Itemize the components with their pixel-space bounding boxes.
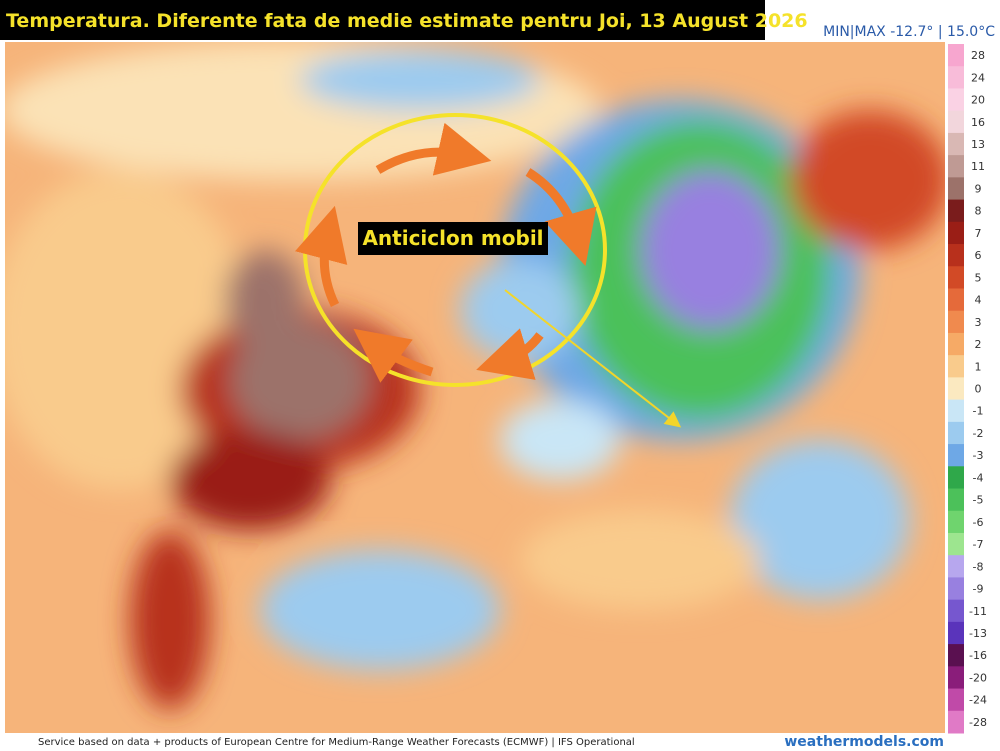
legend-label: -1 [973,405,984,418]
annotation-box [358,222,548,255]
legend-swatch [948,577,964,601]
title-box [0,0,765,40]
min-max: MIN|MAX -12.7° | 15.0°C [823,24,995,40]
legend-label: 0 [975,383,982,396]
legend-label: -24 [969,694,987,707]
annotation: Anticiclon mobil [362,226,543,250]
legend-swatch [948,244,964,267]
legend-swatch [948,666,964,690]
legend-label: 3 [975,316,982,329]
legend-swatch [948,155,964,178]
legend-label: -5 [973,494,984,507]
legend-label: -28 [969,716,987,729]
legend-label: -2 [973,427,984,440]
legend-label: -7 [973,538,984,551]
legend-swatch [948,177,964,201]
color-legend: 28 24 20 16 13 11 9 8 7 6 5 4 3 2 1 0 -1 -2 -3 -4 -5 -6 -7 -8 -9… [948,44,987,734]
legend-label: -20 [969,671,987,684]
legend-swatch [948,110,964,134]
legend-label: -9 [973,583,984,596]
legend-swatch [948,621,964,645]
legend-label: 20 [971,94,985,107]
legend-label: -13 [969,627,987,640]
legend-swatch [948,310,964,334]
legend-swatch [948,421,964,445]
legend-label: 1 [975,360,982,373]
legend-swatch [948,44,964,67]
legend-swatch [948,66,964,89]
rotation-arrows [295,122,597,383]
legend-label: 6 [975,249,982,262]
legend-swatch [948,266,964,289]
legend-label: 16 [971,116,985,129]
legend-label: 13 [971,138,985,151]
legend-swatch [948,466,964,490]
legend-swatch [948,444,964,467]
legend-swatch [948,288,964,312]
legend-swatch [948,688,964,712]
legend-swatch [948,355,964,378]
legend-swatch [948,510,964,534]
legend-label: 2 [975,338,982,351]
legend-label: -3 [973,449,984,462]
legend-label: 8 [975,205,982,218]
legend-label: -11 [969,605,987,618]
legend-label: 28 [971,49,985,62]
brand: weathermodels.com [784,734,944,750]
legend-swatch [948,199,964,223]
legend-swatch [948,377,964,401]
legend-label: -16 [969,649,987,662]
legend-swatch [948,644,964,667]
legend-swatch [948,332,964,356]
legend-label: -6 [973,516,984,529]
title: Temperatura. Diferente fata de medie est… [6,10,808,32]
direction-arrow [504,289,682,428]
legend-swatch [948,88,964,112]
legend-label: 24 [971,71,985,84]
legend-swatch [948,221,964,245]
legend-label: 7 [975,227,982,240]
legend-swatch [948,399,964,423]
legend-swatch [948,132,964,156]
legend-label: 9 [975,182,982,195]
legend-swatch [948,555,964,578]
legend-label: -8 [973,560,984,573]
legend-swatch [948,488,964,512]
legend-swatch [948,532,964,556]
legend-swatch [948,599,964,623]
source-note: Service based on data + products of Euro… [38,737,635,748]
legend-label: -4 [973,471,984,484]
legend-label: 11 [971,160,985,173]
legend-label: 4 [975,294,982,307]
legend-swatch [948,710,964,734]
legend-label: 5 [975,271,982,284]
